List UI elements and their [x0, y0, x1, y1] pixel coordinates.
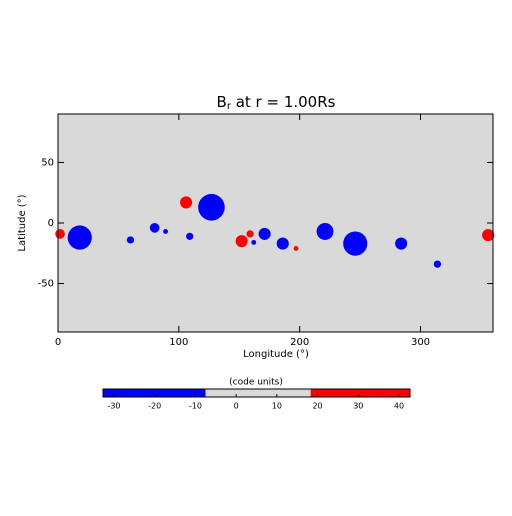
colorbar-tick-label: 20: [312, 402, 322, 411]
field-region: [67, 225, 92, 250]
title-main: B: [217, 93, 227, 111]
x-tick-label: 300: [411, 337, 430, 348]
colorbar-label: (code units): [229, 378, 283, 388]
field-region: [293, 246, 299, 251]
colorbar-segment: [103, 389, 206, 397]
colorbar-segment: [310, 389, 410, 397]
field-region: [186, 232, 194, 240]
colorbar-tick-label: -30: [107, 402, 120, 411]
field-region: [126, 236, 135, 244]
title-rest: at r = 1.00Rs: [231, 93, 336, 111]
field-region: [55, 229, 65, 239]
field-region: [235, 235, 248, 248]
field-region: [433, 260, 442, 268]
colorbar-segment: [205, 389, 311, 397]
colorbar-tick-label: -20: [148, 402, 161, 411]
x-tick-label: 200: [290, 337, 309, 348]
field-region: [395, 237, 408, 250]
x-tick-label: 100: [169, 337, 188, 348]
field-region: [149, 223, 160, 233]
colorbar-tick-label: 0: [234, 402, 239, 411]
chart-title: Br at r = 1.00Rs: [217, 93, 336, 113]
y-tick-label: -50: [38, 279, 54, 290]
field-region: [343, 231, 368, 256]
y-tick-label: 50: [41, 157, 54, 168]
field-region: [482, 229, 495, 242]
x-tick-label: 0: [55, 337, 61, 348]
field-region: [251, 239, 257, 245]
colorbar-tick-label: 10: [272, 402, 282, 411]
field-region: [316, 223, 334, 240]
x-axis-label: Longitude (°): [243, 349, 309, 360]
field-region: [258, 227, 271, 240]
field-region: [276, 237, 289, 250]
field-region: [198, 193, 225, 221]
colorbar-tick-label: 40: [394, 402, 404, 411]
field-region: [180, 196, 193, 209]
y-tick-label: 0: [48, 218, 54, 229]
colorbar-tick-label: -10: [189, 402, 202, 411]
colorbar-frame: [102, 388, 411, 398]
plot-background: [58, 114, 493, 332]
colorbar-tick-label: 30: [353, 402, 363, 411]
title-sub: r: [227, 101, 232, 112]
field-region: [163, 229, 168, 234]
field-region: [246, 230, 254, 238]
y-axis-label: Latitude (°): [17, 194, 28, 251]
